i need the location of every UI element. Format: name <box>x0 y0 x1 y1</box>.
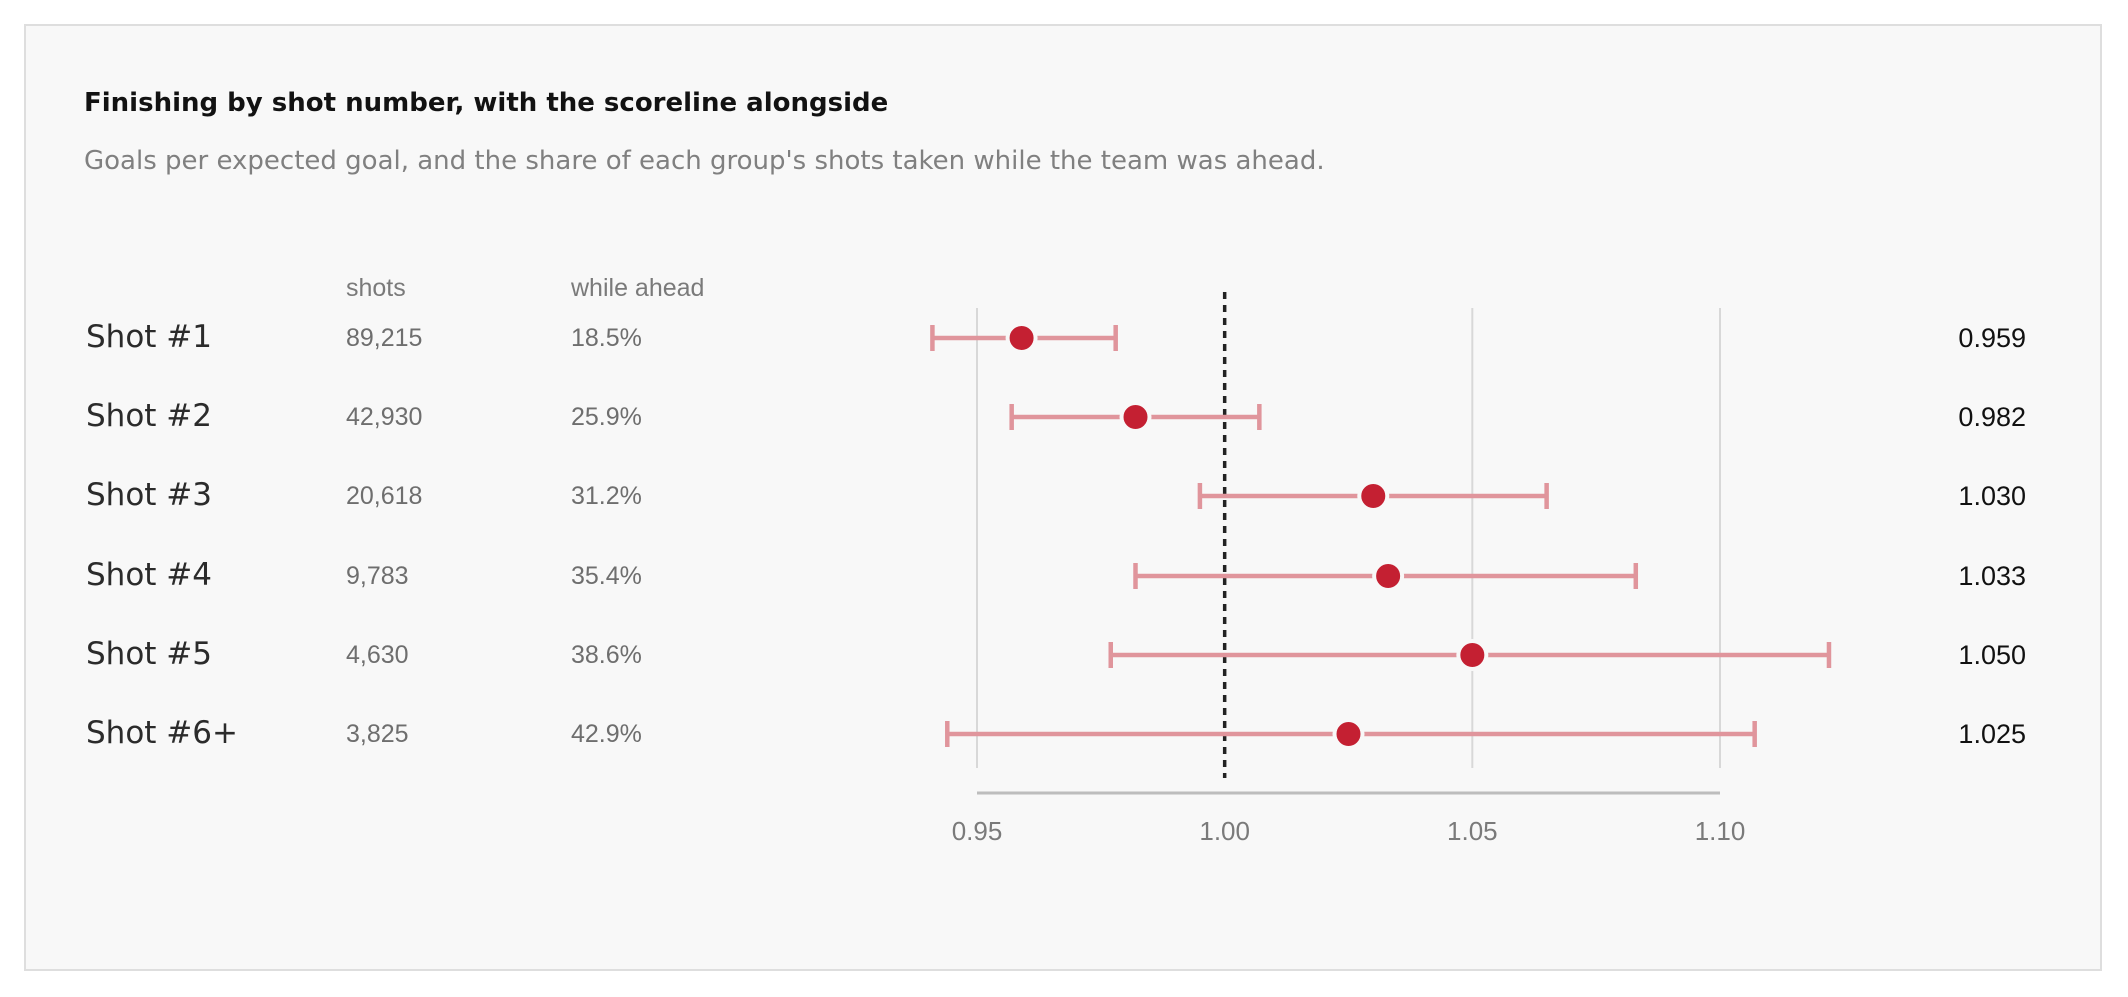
row-while-ahead: 18.5% <box>571 324 642 352</box>
table-row: Shot #6+ 3,825 42.9% 1.025 <box>0 708 2128 758</box>
row-while-ahead: 25.9% <box>571 403 642 431</box>
row-shots: 42,930 <box>346 403 423 431</box>
table-row: Shot #4 9,783 35.4% 1.033 <box>0 550 2128 600</box>
row-shots: 89,215 <box>346 324 423 352</box>
table-row: Shot #2 42,930 25.9% 0.982 <box>0 391 2128 441</box>
row-while-ahead: 42.9% <box>571 720 642 748</box>
row-label: Shot #5 <box>86 636 212 672</box>
row-value-label: 1.030 <box>1958 481 2026 511</box>
row-value-label: 1.050 <box>1958 640 2026 670</box>
table-row: Shot #1 89,215 18.5% 0.959 <box>0 312 2128 362</box>
row-value-label: 0.982 <box>1958 402 2026 432</box>
row-label: Shot #2 <box>86 398 212 434</box>
row-label: Shot #4 <box>86 557 212 593</box>
row-label: Shot #6+ <box>86 715 238 751</box>
row-value-label: 0.959 <box>1958 323 2026 353</box>
column-header-shots: shots <box>346 274 406 302</box>
row-label: Shot #3 <box>86 477 212 513</box>
row-label: Shot #1 <box>86 319 212 355</box>
row-shots: 3,825 <box>346 720 409 748</box>
table-row: Shot #5 4,630 38.6% 1.050 <box>0 629 2128 679</box>
row-while-ahead: 38.6% <box>571 641 642 669</box>
chart-subtitle: Goals per expected goal, and the share o… <box>84 146 1325 176</box>
chart-title: Finishing by shot number, with the score… <box>84 88 889 118</box>
table-row: Shot #3 20,618 31.2% 1.030 <box>0 470 2128 520</box>
row-shots: 9,783 <box>346 562 409 590</box>
row-while-ahead: 31.2% <box>571 482 642 510</box>
row-shots: 4,630 <box>346 641 409 669</box>
row-value-label: 1.033 <box>1958 561 2026 591</box>
row-value-label: 1.025 <box>1958 719 2026 749</box>
column-header-while-ahead: while ahead <box>571 274 705 302</box>
row-shots: 20,618 <box>346 482 423 510</box>
chart-card <box>24 24 2102 971</box>
row-while-ahead: 35.4% <box>571 562 642 590</box>
